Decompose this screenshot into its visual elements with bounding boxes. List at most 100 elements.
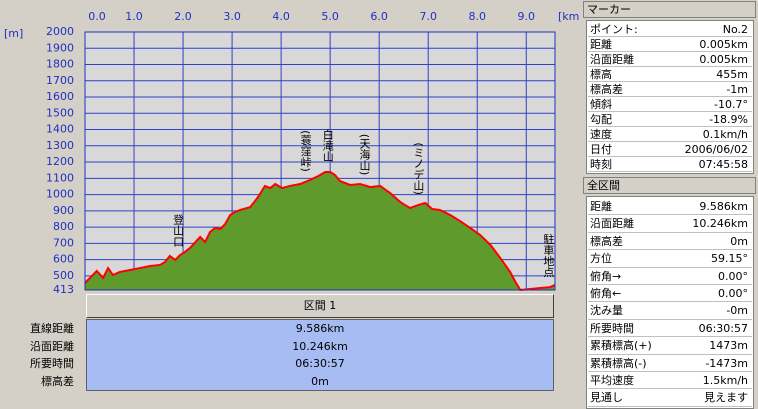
marker-value: 07:45:58	[698, 158, 748, 171]
x-tick-label: 9.0	[518, 10, 536, 23]
x-tick-label: 1.0	[125, 10, 143, 23]
y-tick-label: 700	[53, 236, 74, 249]
total-row: 沿面距離 10.246km	[588, 215, 752, 233]
marker-value: No.2	[722, 23, 748, 36]
annotation: 登山口	[172, 213, 185, 247]
total-label: 俯角→	[590, 269, 622, 283]
section-value: 0m	[311, 374, 329, 388]
total-row: 累積標高(-) -1473m	[588, 354, 752, 372]
marker-label: 沿面距離	[590, 53, 634, 66]
section-body	[86, 319, 554, 391]
total-row: 距離 9.586km	[588, 198, 752, 216]
annotation: (天海山)	[358, 134, 371, 176]
total-value: -1473m	[705, 356, 748, 370]
total-label: 累積標高(+)	[590, 339, 652, 353]
y-tick-label: 413	[53, 283, 74, 296]
total-row: 見通し 見えます	[588, 389, 752, 407]
marker-row: 速度 0.1km/h	[588, 127, 752, 142]
marker-value: 0.005km	[699, 38, 748, 51]
y-tick-label: 1000	[46, 188, 74, 201]
section-value: 10.246km	[292, 339, 348, 353]
total-value: -0m	[726, 304, 748, 318]
y-tick-label: 500	[53, 269, 74, 282]
area-fill	[85, 171, 555, 290]
y-tick-label: 2000	[46, 25, 74, 38]
y-tick-label: 800	[53, 220, 74, 233]
y-tick-label: 1400	[46, 123, 74, 136]
total-title: 全区間	[583, 177, 756, 194]
marker-value: 455m	[716, 68, 748, 81]
total-value: 0.00°	[718, 269, 748, 283]
section-label: 直線距離	[30, 322, 74, 335]
x-tick-label: 2.0	[174, 10, 192, 23]
total-row: 俯角→ 0.00°	[588, 267, 752, 285]
total-label: 距離	[590, 200, 612, 213]
marker-label: 日付	[590, 143, 612, 156]
total-label: 標高差	[590, 234, 623, 248]
total-label: 累積標高(-)	[590, 356, 647, 370]
x-tick-label: 3.0	[223, 10, 241, 23]
marker-value: 2006/06/02	[684, 143, 748, 156]
y-tick-label: 900	[53, 204, 74, 217]
marker-label: 傾斜	[590, 98, 612, 111]
marker-label: 時刻	[590, 158, 612, 171]
y-tick-label: 1700	[46, 74, 74, 87]
total-value: 0.00°	[718, 287, 748, 300]
section-label: 沿面距離	[30, 339, 74, 353]
total-row: 方位 59.15°	[588, 250, 752, 268]
x-tick-label: 8.0	[468, 10, 486, 23]
y-tick-label: 1900	[46, 41, 74, 54]
y-tick-label: 1200	[46, 155, 74, 168]
section-label: 標高差	[41, 374, 74, 388]
total-value: 06:30:57	[698, 321, 748, 335]
total-value: 59.15°	[711, 252, 748, 266]
x-unit: [km]	[558, 10, 580, 23]
marker-label: 速度	[590, 128, 612, 141]
y-tick-label: 1600	[46, 90, 74, 103]
y-tick-label: 1300	[46, 139, 74, 152]
marker-label: ポイント:	[590, 23, 638, 36]
total-value: 1.5km/h	[702, 374, 748, 387]
total-row: 沈み量 -0m	[588, 302, 752, 320]
marker-title: マーカー	[583, 1, 756, 18]
total-label: 沈み量	[590, 304, 623, 318]
marker-row: 沿面距離 0.005km	[588, 52, 752, 67]
section-label: 所要時間	[30, 357, 74, 370]
annotation: 駐車地点	[542, 232, 555, 278]
marker-row: 時刻 07:45:58	[588, 157, 752, 172]
y-tick-label: 1100	[46, 171, 74, 184]
total-value: 見えます	[704, 391, 748, 405]
section-value: 9.586km	[295, 322, 345, 335]
marker-label: 標高差	[590, 83, 623, 96]
x-tick-label: 0.0	[88, 10, 106, 23]
total-row: 所要時間 06:30:57	[588, 319, 752, 338]
marker-row: 距離 0.005km	[588, 37, 752, 52]
profile-line	[84, 170, 556, 292]
total-value: 0m	[730, 234, 748, 248]
total-label: 俯角←	[590, 287, 622, 300]
marker-value: 0.005km	[699, 53, 748, 66]
marker-value: -1m	[726, 83, 748, 96]
x-tick-label: 4.0	[272, 10, 290, 23]
section-title: 区間 1	[86, 294, 554, 318]
marker-row: 標高 455m	[588, 67, 752, 82]
total-label: 所要時間	[590, 321, 634, 335]
marker-row: 傾斜 -10.7°	[588, 97, 752, 112]
total-value: 9.586km	[699, 200, 748, 213]
y-tick-label: 1500	[46, 106, 74, 119]
y-unit: [m]	[4, 27, 23, 40]
marker-row: 勾配 -18.9%	[588, 112, 752, 127]
marker-row: ポイント: No.2	[588, 22, 752, 37]
total-label: 平均速度	[590, 374, 634, 387]
section-value: 06:30:57	[295, 357, 345, 370]
total-label: 見通し	[590, 391, 623, 405]
total-row: 平均速度 1.5km/h	[588, 372, 752, 390]
marker-row: 標高差 -1m	[588, 82, 752, 97]
total-label: 沿面距離	[590, 217, 634, 231]
annotation: 白滝山	[321, 128, 334, 162]
total-row: 俯角← 0.00°	[588, 285, 752, 303]
x-tick-label: 6.0	[370, 10, 388, 23]
marker-row: 日付 2006/06/02	[588, 142, 752, 157]
